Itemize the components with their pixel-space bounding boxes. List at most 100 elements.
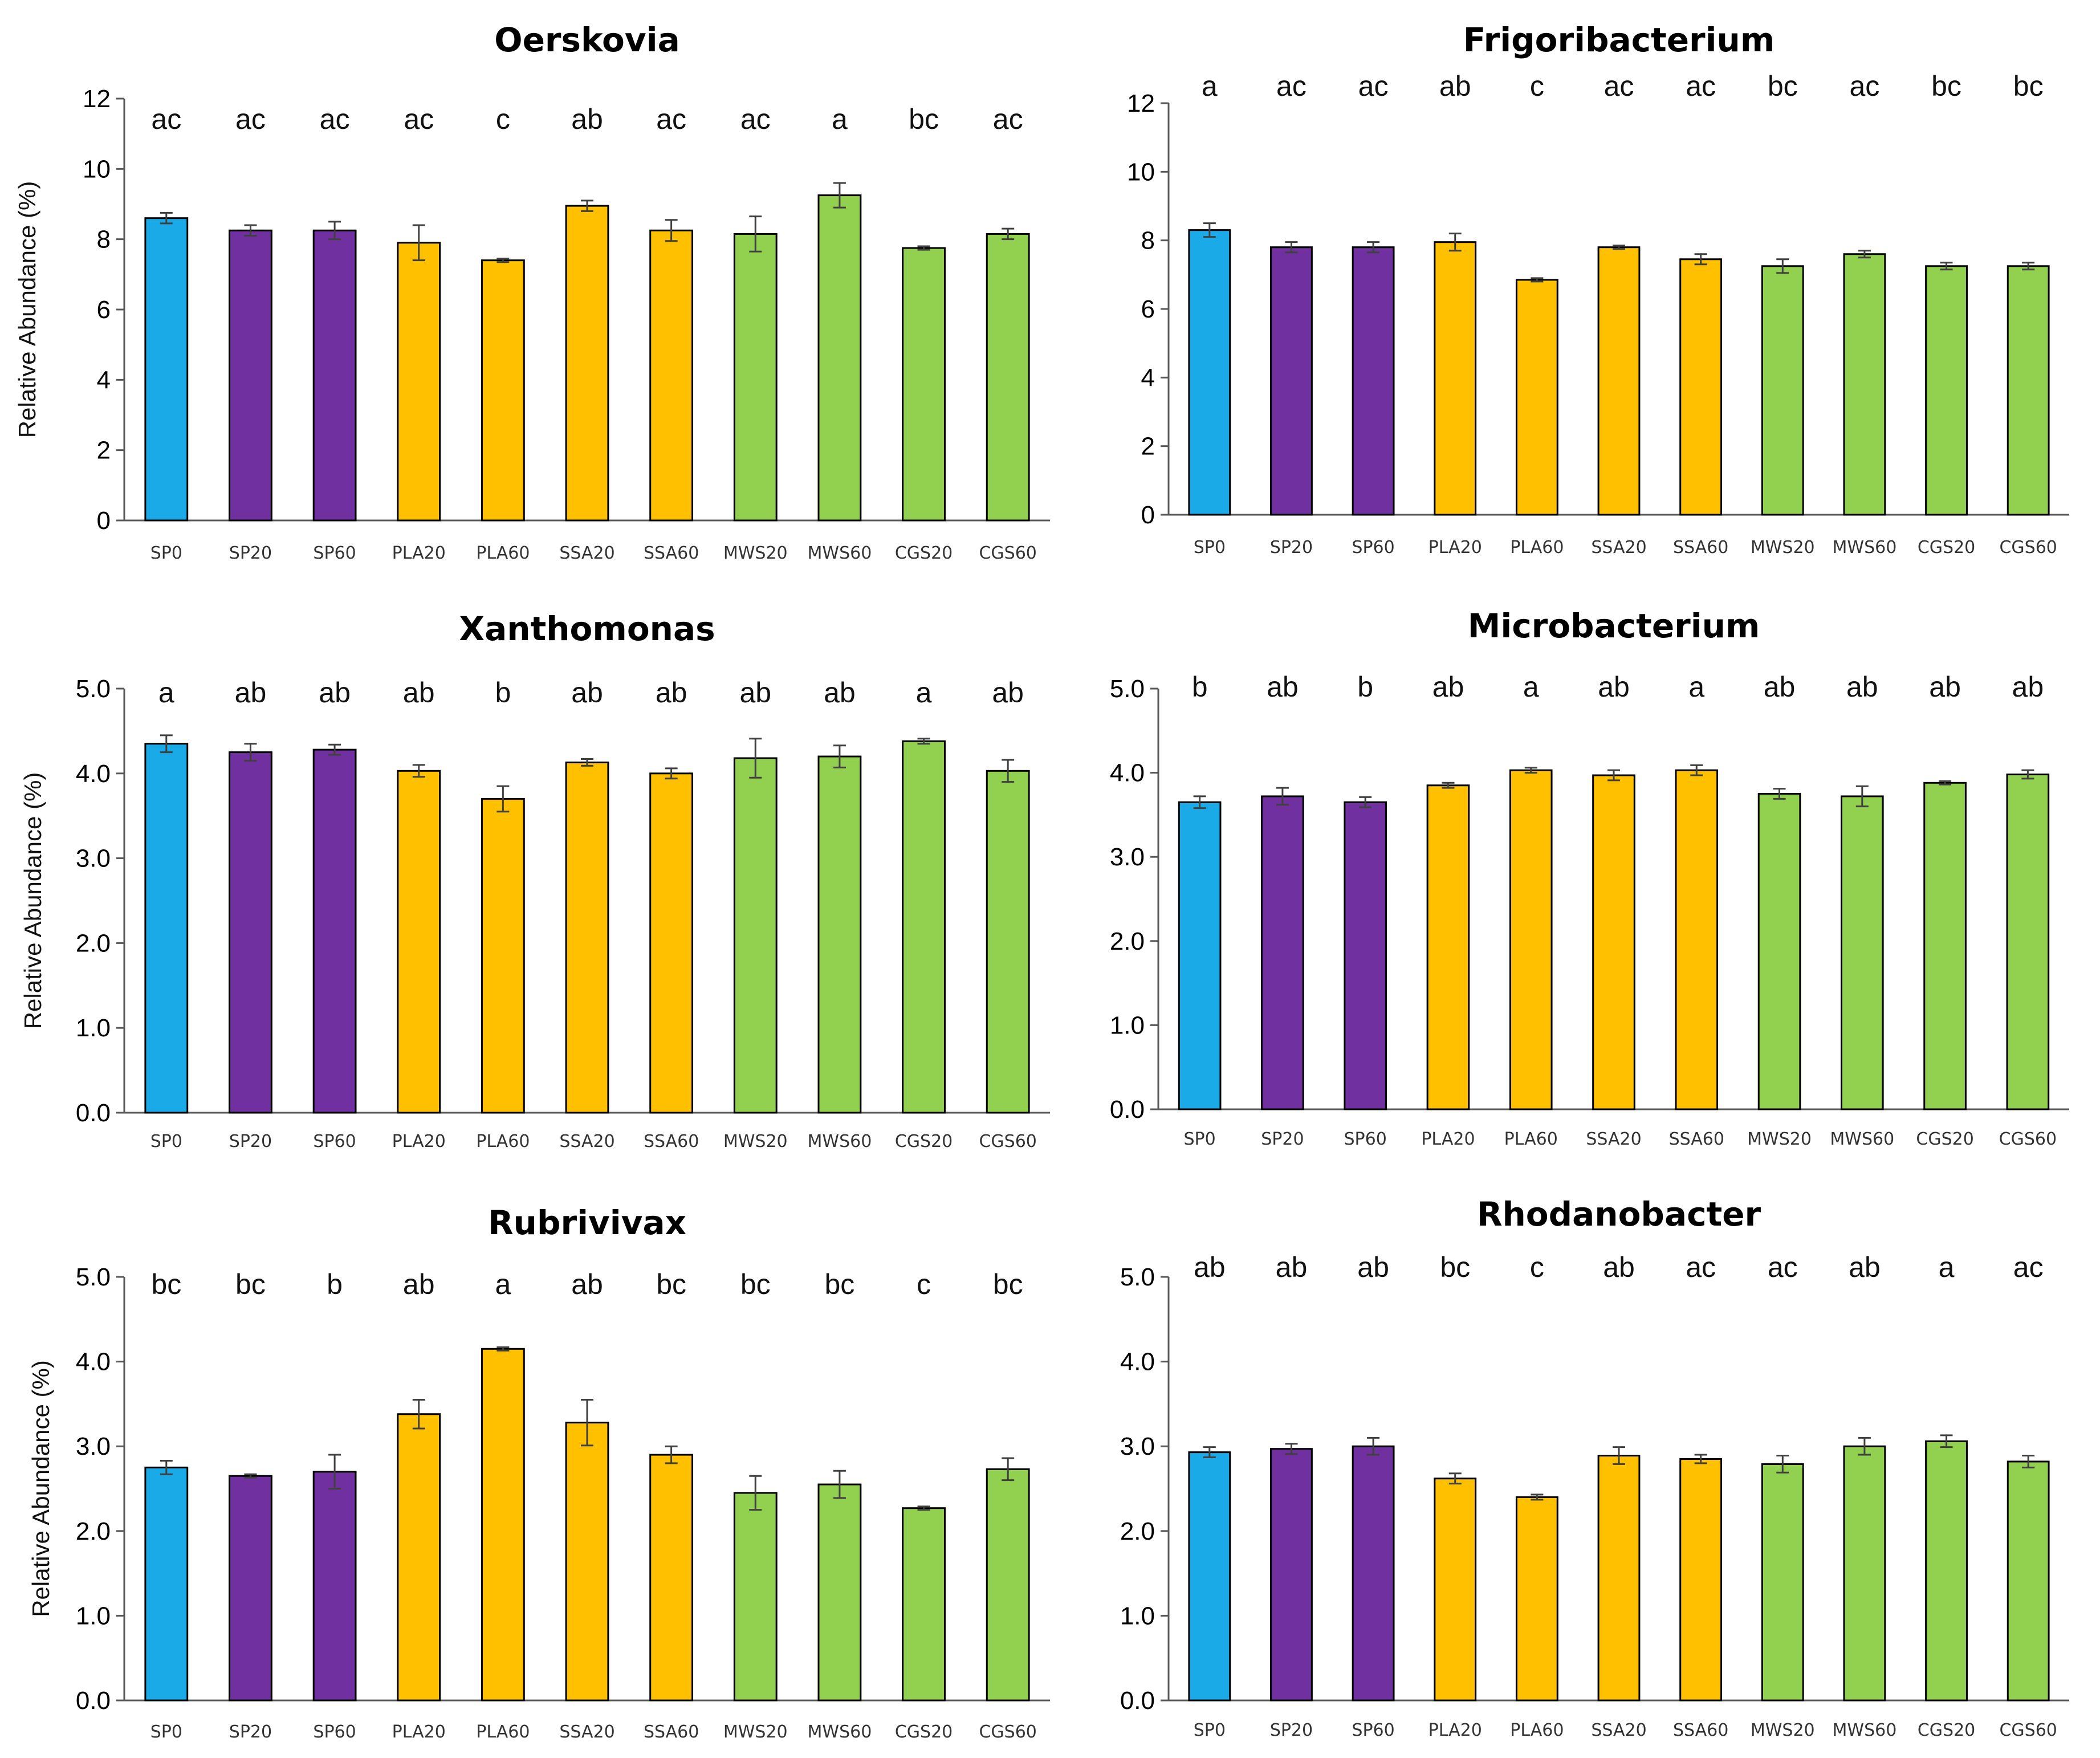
- bar-ssa60: [1679, 1458, 1723, 1702]
- category-label: CGS60: [1999, 538, 2057, 557]
- category-label: CGS60: [979, 543, 1036, 563]
- bar-sp0: [1188, 229, 1231, 516]
- bar-cgs60: [986, 770, 1030, 1114]
- error-bar-cgs20: [1940, 262, 1953, 271]
- y-tick-label: 3.0: [1120, 1433, 1155, 1460]
- bar-ssa20: [1592, 774, 1635, 1110]
- category-label: CGS60: [979, 1722, 1036, 1742]
- significance-letter: ab: [403, 1268, 435, 1300]
- bar-mws20: [1761, 1463, 1804, 1702]
- error-bar-cgs60: [2021, 769, 2034, 780]
- significance-letter: a: [495, 1268, 511, 1300]
- bar-cgs60: [2006, 774, 2050, 1110]
- category-label: SP20: [229, 1722, 272, 1742]
- y-tick-label: 2.0: [76, 929, 111, 957]
- significance-letter: ac: [740, 103, 771, 135]
- category-label: PLA20: [1429, 538, 1482, 557]
- bar-pla20: [397, 242, 441, 522]
- category-label: CGS60: [1999, 1129, 2057, 1149]
- error-bar-sp20: [244, 1473, 257, 1479]
- y-tick-label: 2.0: [1110, 927, 1145, 955]
- category-label: CGS20: [1918, 538, 1975, 557]
- chart-title: Microbacterium: [1468, 607, 1760, 645]
- category-label: MWS60: [1833, 1720, 1897, 1740]
- y-tick-label: 3.0: [1110, 843, 1145, 871]
- bar-ssa20: [1597, 1455, 1641, 1702]
- error-bar-mws60: [1858, 1436, 1871, 1456]
- significance-letter: ac: [993, 103, 1023, 135]
- error-bar-pla60: [1531, 277, 1544, 283]
- bar-ssa20: [565, 761, 609, 1114]
- category-label: PLA60: [1504, 1129, 1558, 1149]
- error-bar-ssa20: [581, 200, 593, 212]
- significance-letter: ab: [1598, 671, 1630, 703]
- category-label: MWS20: [723, 1722, 788, 1742]
- category-label: CGS20: [895, 1132, 953, 1151]
- significance-letter: ab: [403, 677, 435, 709]
- category-label: SSA20: [559, 1722, 614, 1742]
- bar-sp60: [312, 748, 357, 1114]
- y-tick-label: 0: [1141, 501, 1155, 529]
- significance-letter: ab: [235, 677, 267, 709]
- y-axis-label: Relative Abundance (%): [27, 1360, 54, 1617]
- significance-letter: ac: [1276, 70, 1307, 102]
- significance-letter: b: [327, 1268, 343, 1300]
- bar-cgs60: [986, 1468, 1030, 1702]
- y-tick-label: 4.0: [1110, 759, 1145, 787]
- chart-panel-xanthomonas: Xanthomonas Relative Abundance (%) 0.0 1.0 2…: [19, 609, 1050, 1151]
- bar-mws60: [817, 194, 862, 522]
- category-label: CGS60: [979, 1132, 1036, 1151]
- significance-letter: ab: [824, 677, 856, 709]
- error-bar-sp60: [1359, 796, 1372, 808]
- significance-letter: ab: [1929, 671, 1961, 703]
- bar-mws60: [817, 1483, 862, 1702]
- y-tick-label: 8: [1141, 227, 1155, 255]
- category-label: SSA20: [1591, 538, 1646, 557]
- significance-letter: a: [832, 103, 848, 135]
- category-label: SP0: [150, 1722, 182, 1742]
- error-bar-sp0: [1203, 1446, 1216, 1459]
- y-tick-label: 0.0: [1110, 1096, 1145, 1124]
- category-label: PLA20: [392, 543, 446, 563]
- bar-sp0: [1178, 801, 1222, 1110]
- chart-panel-oerskovia: Oerskovia Relative Abundance (%) 0 2 4 6 8 10 12…: [14, 21, 1050, 563]
- significance-letter: ab: [1439, 70, 1471, 102]
- significance-letter: ab: [2012, 671, 2044, 703]
- chart-title: Rubrivivax: [488, 1203, 686, 1242]
- bar-sp60: [1344, 801, 1387, 1110]
- error-bar-pla20: [412, 1398, 425, 1430]
- error-bar-mws60: [833, 1470, 846, 1499]
- significance-letter: a: [1939, 1251, 1955, 1283]
- bar-mws60: [1843, 1445, 1886, 1702]
- significance-letter: a: [1688, 671, 1704, 703]
- category-label: MWS20: [1747, 1129, 1812, 1149]
- error-bar-sp0: [160, 734, 173, 754]
- error-bar-ssa20: [1613, 245, 1625, 250]
- significance-letter: a: [1202, 70, 1218, 102]
- significance-letter: ab: [571, 677, 603, 709]
- category-label: MWS60: [1830, 1129, 1894, 1149]
- error-bar-ssa20: [1613, 1446, 1625, 1465]
- error-bar-cgs60: [1002, 759, 1015, 783]
- y-axis-label: Relative Abundance (%): [14, 181, 40, 438]
- y-tick-label: 1.0: [1110, 1011, 1145, 1039]
- error-bar-pla20: [412, 764, 425, 778]
- category-label: SSA60: [644, 1722, 699, 1742]
- significance-letter: bc: [1931, 70, 1961, 102]
- y-tick-label: 6: [1141, 295, 1155, 323]
- category-label: SP0: [1194, 1720, 1226, 1740]
- y-tick-label: 4: [1141, 364, 1155, 392]
- y-tick-label: 1.0: [76, 1602, 111, 1630]
- error-bar-cgs20: [1940, 1434, 1953, 1448]
- bar-ssa60: [1679, 258, 1723, 516]
- error-bar-sp60: [1367, 241, 1380, 254]
- significance-letter: bc: [825, 1268, 855, 1300]
- category-label: PLA20: [1421, 1129, 1475, 1149]
- significance-letter: a: [158, 677, 174, 709]
- category-label: CGS60: [1999, 1720, 2057, 1740]
- significance-letter: ac: [235, 103, 266, 135]
- error-bar-ssa20: [581, 1398, 593, 1447]
- chart-panel-rhodanobacter: Rhodanobacter 0.0 1.0 2.0 3.0 4.0 5.0 ab SP0 ab SP…: [1120, 1195, 2069, 1740]
